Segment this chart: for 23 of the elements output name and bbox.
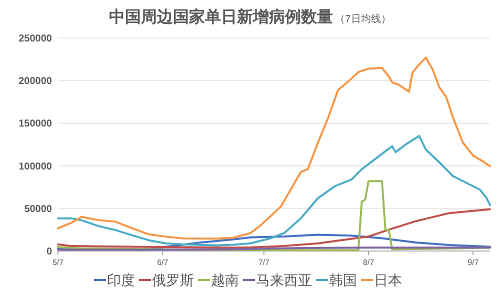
legend-label: 马来西亚 — [256, 272, 312, 288]
y-tick-label: 150000 — [18, 118, 52, 130]
legend-label: 印度 — [107, 272, 135, 288]
line-series — [57, 56, 491, 240]
x-tick-label: 9/7 — [468, 258, 480, 267]
x-tick-label: 7/7 — [258, 258, 270, 267]
y-tick-label: 100000 — [18, 161, 52, 172]
x-tick-label: 5/7 — [52, 258, 64, 267]
y-tick-label: 250000 — [18, 34, 52, 44]
legend-label: 越南 — [211, 272, 239, 288]
chart-title: 中国周边国家单日新增病例数量 — [109, 7, 334, 26]
legend-label: 韩国 — [329, 272, 357, 288]
y-tick-label: 200000 — [18, 76, 52, 88]
y-tick-label: 0 — [46, 246, 52, 258]
chart-subtitle: （7日均线） — [335, 13, 391, 25]
x-tick-label: 8/7 — [362, 258, 375, 267]
line-series — [57, 134, 491, 246]
legend-label: 日本 — [374, 272, 402, 288]
line-series — [57, 208, 491, 249]
legend-label: 俄罗斯 — [152, 272, 194, 288]
line-series — [57, 180, 491, 252]
y-tick-label: 50000 — [24, 204, 52, 215]
x-tick-label: 6/7 — [157, 258, 169, 267]
